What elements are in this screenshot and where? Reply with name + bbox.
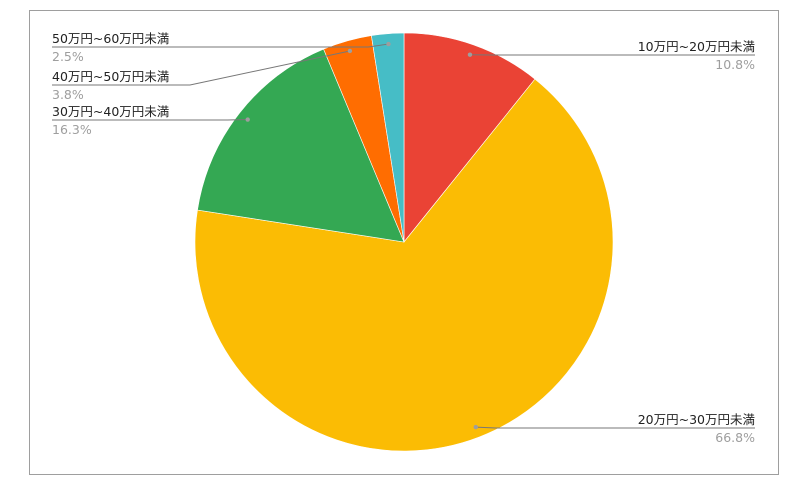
slice-value-label-2: 16.3% <box>52 122 92 137</box>
pie-slice-0[interactable] <box>403 32 536 243</box>
slice-value-label-1: 66.8% <box>715 430 755 445</box>
leader-line-3 <box>52 50 351 86</box>
slice-value-label-3: 3.8% <box>52 87 84 102</box>
leader-line-1 <box>475 426 755 429</box>
leader-dot-0 <box>467 52 473 57</box>
slice-label-0: 10万円~20万円未満 <box>638 39 755 54</box>
slice-value-label-4: 2.5% <box>52 49 84 64</box>
pie-slice-2[interactable] <box>197 48 405 243</box>
leader-dot-3 <box>347 48 353 54</box>
leader-dot-4 <box>386 41 391 47</box>
slice-value-label-0: 10.8% <box>715 57 755 72</box>
slice-label-4: 50万円~60万円未満 <box>52 31 169 46</box>
leader-line-4 <box>52 43 389 48</box>
slice-label-2: 30万円~40万円未満 <box>52 104 169 119</box>
slice-label-3: 40万円~50万円未満 <box>52 69 169 84</box>
leader-dot-2 <box>245 117 250 122</box>
slice-label-1: 20万円~30万円未満 <box>638 412 755 427</box>
pie-slice-1[interactable] <box>194 78 614 452</box>
leader-dot-1 <box>473 424 478 430</box>
pie-slice-4[interactable] <box>371 32 405 243</box>
